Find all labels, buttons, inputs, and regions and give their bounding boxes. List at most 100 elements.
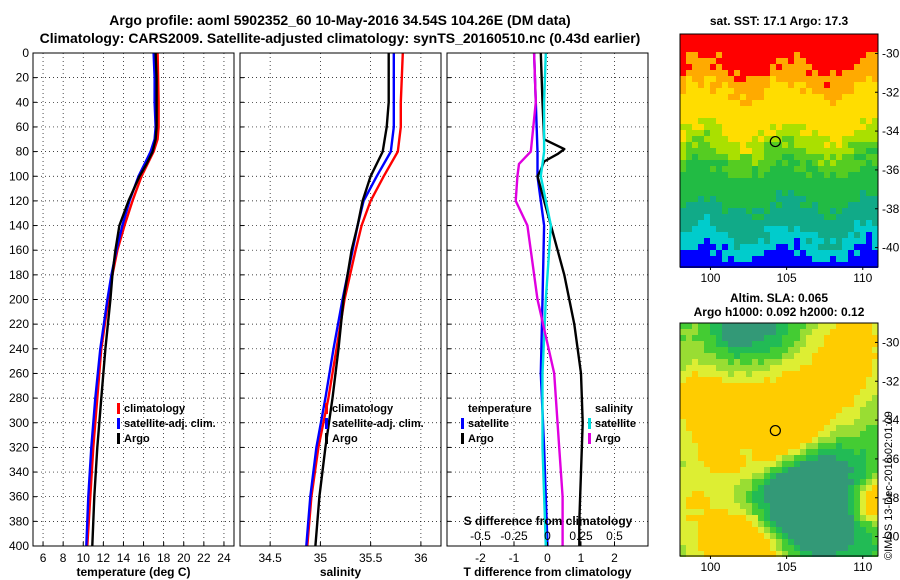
map-cell (746, 455, 752, 461)
map-cell (806, 425, 812, 431)
map-cell (812, 383, 818, 389)
map-cell (698, 88, 704, 94)
figure-title-line1: Argo profile: aoml 5902352_60 10-May-201… (109, 12, 571, 28)
map-cell (842, 40, 848, 46)
map-cell (680, 335, 686, 341)
map-cell (746, 467, 752, 473)
map-cell (722, 347, 728, 353)
map-cell (692, 178, 698, 184)
map-cell (794, 335, 800, 341)
map-cell (752, 503, 758, 509)
map-cell (746, 190, 752, 196)
map-cell (848, 371, 854, 377)
map-cell (872, 437, 878, 443)
map-cell (806, 461, 812, 467)
map-cell (854, 497, 860, 503)
map-cell (860, 160, 866, 166)
map-cell (836, 365, 842, 371)
map-cell (758, 473, 764, 479)
map-cell (710, 335, 716, 341)
map-cell (686, 341, 692, 347)
map-cell (824, 503, 830, 509)
map-cell (872, 521, 878, 527)
map-cell (740, 58, 746, 64)
map-cell (818, 214, 824, 220)
map-cell (842, 335, 848, 341)
map-cell (752, 112, 758, 118)
map-x-tick-label: 105 (777, 560, 797, 574)
map-cell (854, 365, 860, 371)
map-cell (722, 184, 728, 190)
map-cell (782, 46, 788, 52)
map-cell (860, 172, 866, 178)
map-cell (866, 142, 872, 148)
map-cell (722, 82, 728, 88)
map-cell (758, 479, 764, 485)
map-cell (722, 473, 728, 479)
map-cell (866, 262, 872, 268)
map-cell (764, 238, 770, 244)
map-cell (818, 34, 824, 40)
map-cell (776, 106, 782, 112)
map-cell (824, 148, 830, 154)
map-cell (794, 467, 800, 473)
map-cell (734, 148, 740, 154)
map-cell (794, 419, 800, 425)
map-cell (818, 148, 824, 154)
map-cell (728, 323, 734, 329)
map-cell (692, 497, 698, 503)
map-cell (872, 118, 878, 124)
map-cell (830, 431, 836, 437)
map-cell (854, 214, 860, 220)
map-cell (686, 389, 692, 395)
map-cell (812, 329, 818, 335)
map-cell (764, 431, 770, 437)
map-cell (680, 401, 686, 407)
map-cell (854, 443, 860, 449)
map-cell (740, 323, 746, 329)
map-cell (806, 365, 812, 371)
map-cell (782, 341, 788, 347)
map-cell (788, 449, 794, 455)
map-cell (740, 34, 746, 40)
map-cell (848, 226, 854, 232)
map-cell (806, 377, 812, 383)
map-cell (788, 82, 794, 88)
y-tick-label: 180 (9, 268, 29, 282)
map-cell (848, 232, 854, 238)
map-cell (692, 437, 698, 443)
map-cell (686, 220, 692, 226)
map-cell (740, 94, 746, 100)
map-cell (776, 184, 782, 190)
map-cell (752, 202, 758, 208)
map-cell (872, 46, 878, 52)
map-cell (776, 413, 782, 419)
y-tick-label: 20 (16, 71, 30, 85)
map-cell (782, 365, 788, 371)
x-tick-label: -1 (509, 551, 520, 565)
map-cell (698, 76, 704, 82)
map-cell (782, 190, 788, 196)
map-cell (680, 202, 686, 208)
map-cell (770, 545, 776, 551)
map-cell (818, 208, 824, 214)
map-cell (782, 545, 788, 551)
map-cell (692, 395, 698, 401)
map-cell (824, 178, 830, 184)
map-cell (860, 184, 866, 190)
map-cell (734, 341, 740, 347)
map-cell (830, 208, 836, 214)
map-cell (734, 437, 740, 443)
map-cell (860, 485, 866, 491)
map-cell (836, 238, 842, 244)
map-cell (860, 34, 866, 40)
map-cell (872, 497, 878, 503)
map-cell (782, 124, 788, 130)
map-cell (764, 473, 770, 479)
x-tick-label: 36 (414, 551, 428, 565)
argo-location-marker (769, 424, 781, 437)
map-cell (710, 142, 716, 148)
legend-t-satellite-label: satellite (468, 418, 509, 430)
map-cell (746, 214, 752, 220)
map-cell (770, 82, 776, 88)
